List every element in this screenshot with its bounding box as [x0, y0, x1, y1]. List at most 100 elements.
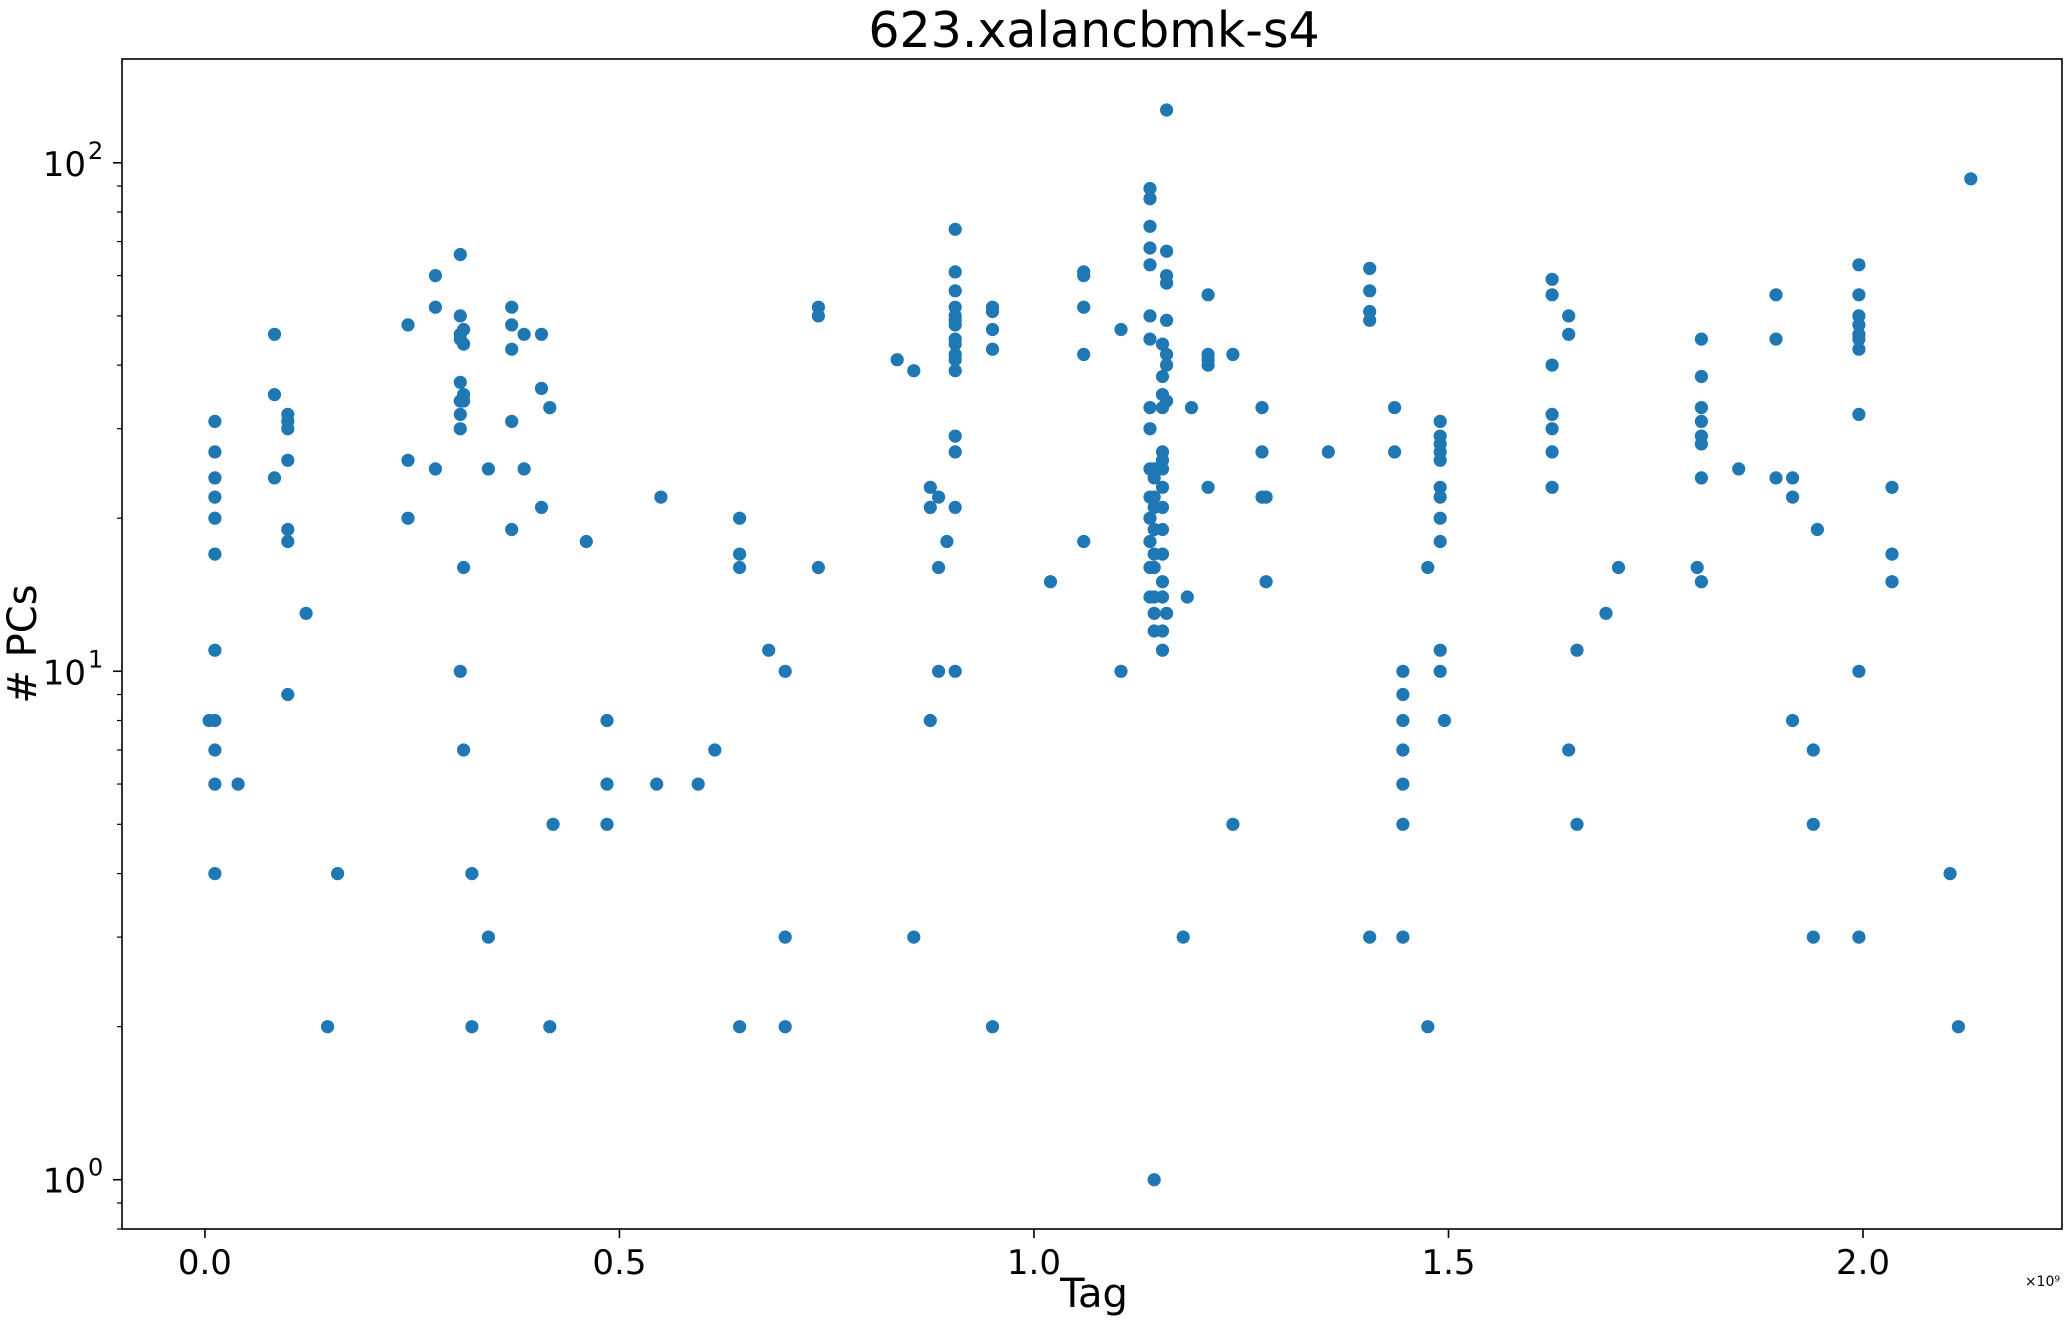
- data-point: [1885, 575, 1899, 589]
- data-point: [654, 490, 668, 504]
- data-point: [733, 1020, 747, 1034]
- data-point: [1155, 480, 1170, 494]
- data-point: [1694, 332, 1708, 346]
- data-point: [1143, 332, 1157, 346]
- data-point: [1114, 664, 1128, 678]
- data-point: [1077, 534, 1091, 549]
- data-point: [907, 364, 921, 378]
- data-point: [1545, 422, 1559, 436]
- data-point: [985, 322, 1000, 337]
- data-point: [932, 664, 946, 678]
- data-point: [762, 643, 776, 657]
- data-point: [600, 713, 614, 728]
- data-point: [1694, 369, 1708, 384]
- data-point: [1852, 332, 1866, 346]
- y-axis-label: # PCs: [0, 584, 46, 703]
- data-point: [948, 364, 962, 378]
- data-point: [1143, 219, 1157, 233]
- data-point: [600, 817, 614, 831]
- data-point: [1155, 337, 1170, 351]
- data-point: [1769, 471, 1783, 485]
- data-point: [1160, 347, 1174, 361]
- data-point: [948, 284, 962, 298]
- data-point: [1562, 743, 1576, 757]
- data-point: [1437, 713, 1451, 728]
- data-point: [1143, 258, 1157, 272]
- data-point: [453, 375, 467, 389]
- data-point: [457, 394, 471, 408]
- data-point: [1143, 241, 1157, 255]
- data-point: [1964, 172, 1978, 186]
- data-point: [1147, 471, 1161, 485]
- data-point: [1155, 547, 1170, 561]
- data-point: [811, 309, 826, 323]
- data-point: [1396, 713, 1410, 728]
- data-point: [1694, 471, 1708, 485]
- data-point: [733, 547, 747, 561]
- data-point: [1077, 347, 1091, 361]
- data-point: [1160, 606, 1174, 620]
- data-point: [428, 300, 442, 314]
- data-point: [1396, 687, 1410, 702]
- data-point: [208, 777, 222, 791]
- data-point: [1806, 743, 1820, 757]
- data-point: [1201, 358, 1215, 372]
- data-point: [1363, 284, 1377, 298]
- data-point: [1160, 276, 1174, 290]
- y-tick-label: 10 1: [43, 645, 104, 693]
- data-point: [281, 422, 295, 436]
- x-tick-label: 0.5: [592, 1243, 646, 1283]
- data-point: [1143, 192, 1157, 206]
- data-point: [1943, 867, 1957, 881]
- data-point: [208, 743, 222, 757]
- data-point: [208, 414, 222, 428]
- data-point: [708, 743, 722, 757]
- data-point: [517, 462, 531, 476]
- data-point: [534, 327, 549, 341]
- data-point: [1155, 624, 1170, 638]
- data-point: [1786, 713, 1800, 728]
- data-point: [281, 534, 295, 549]
- data-point: [465, 1020, 479, 1034]
- data-point: [1433, 664, 1447, 678]
- chart-title: 623.xalancbmk-s4: [868, 2, 1319, 59]
- data-point: [1433, 490, 1447, 504]
- data-point: [1160, 313, 1174, 327]
- data-point: [1885, 480, 1899, 494]
- data-point: [1545, 480, 1559, 494]
- data-point: [231, 777, 245, 791]
- data-point: [1147, 490, 1161, 504]
- data-point: [1184, 401, 1199, 415]
- data-point: [465, 867, 479, 881]
- data-point: [453, 247, 467, 262]
- data-point: [948, 265, 962, 279]
- data-point: [1852, 930, 1866, 944]
- data-point: [1852, 342, 1866, 356]
- data-point: [1433, 480, 1447, 494]
- data-point: [1077, 300, 1091, 314]
- x-axis-label: Tag: [1059, 1271, 1128, 1317]
- data-point: [1396, 817, 1410, 831]
- data-point: [208, 867, 222, 881]
- data-point: [1143, 511, 1157, 525]
- data-point: [1255, 401, 1269, 415]
- data-point: [299, 606, 313, 620]
- data-point: [1562, 309, 1576, 323]
- data-point: [1786, 490, 1800, 504]
- data-point: [281, 687, 295, 702]
- data-point: [691, 777, 705, 791]
- data-point: [1421, 1020, 1435, 1034]
- data-point: [505, 342, 519, 356]
- data-point: [778, 1020, 792, 1034]
- data-point: [778, 664, 792, 678]
- data-point: [1226, 347, 1240, 361]
- data-point: [1155, 522, 1170, 537]
- data-point: [1396, 930, 1410, 944]
- data-point: [948, 353, 962, 367]
- data-point: [401, 453, 415, 467]
- data-point: [948, 500, 962, 514]
- data-point: [1226, 817, 1240, 831]
- data-point: [948, 337, 962, 351]
